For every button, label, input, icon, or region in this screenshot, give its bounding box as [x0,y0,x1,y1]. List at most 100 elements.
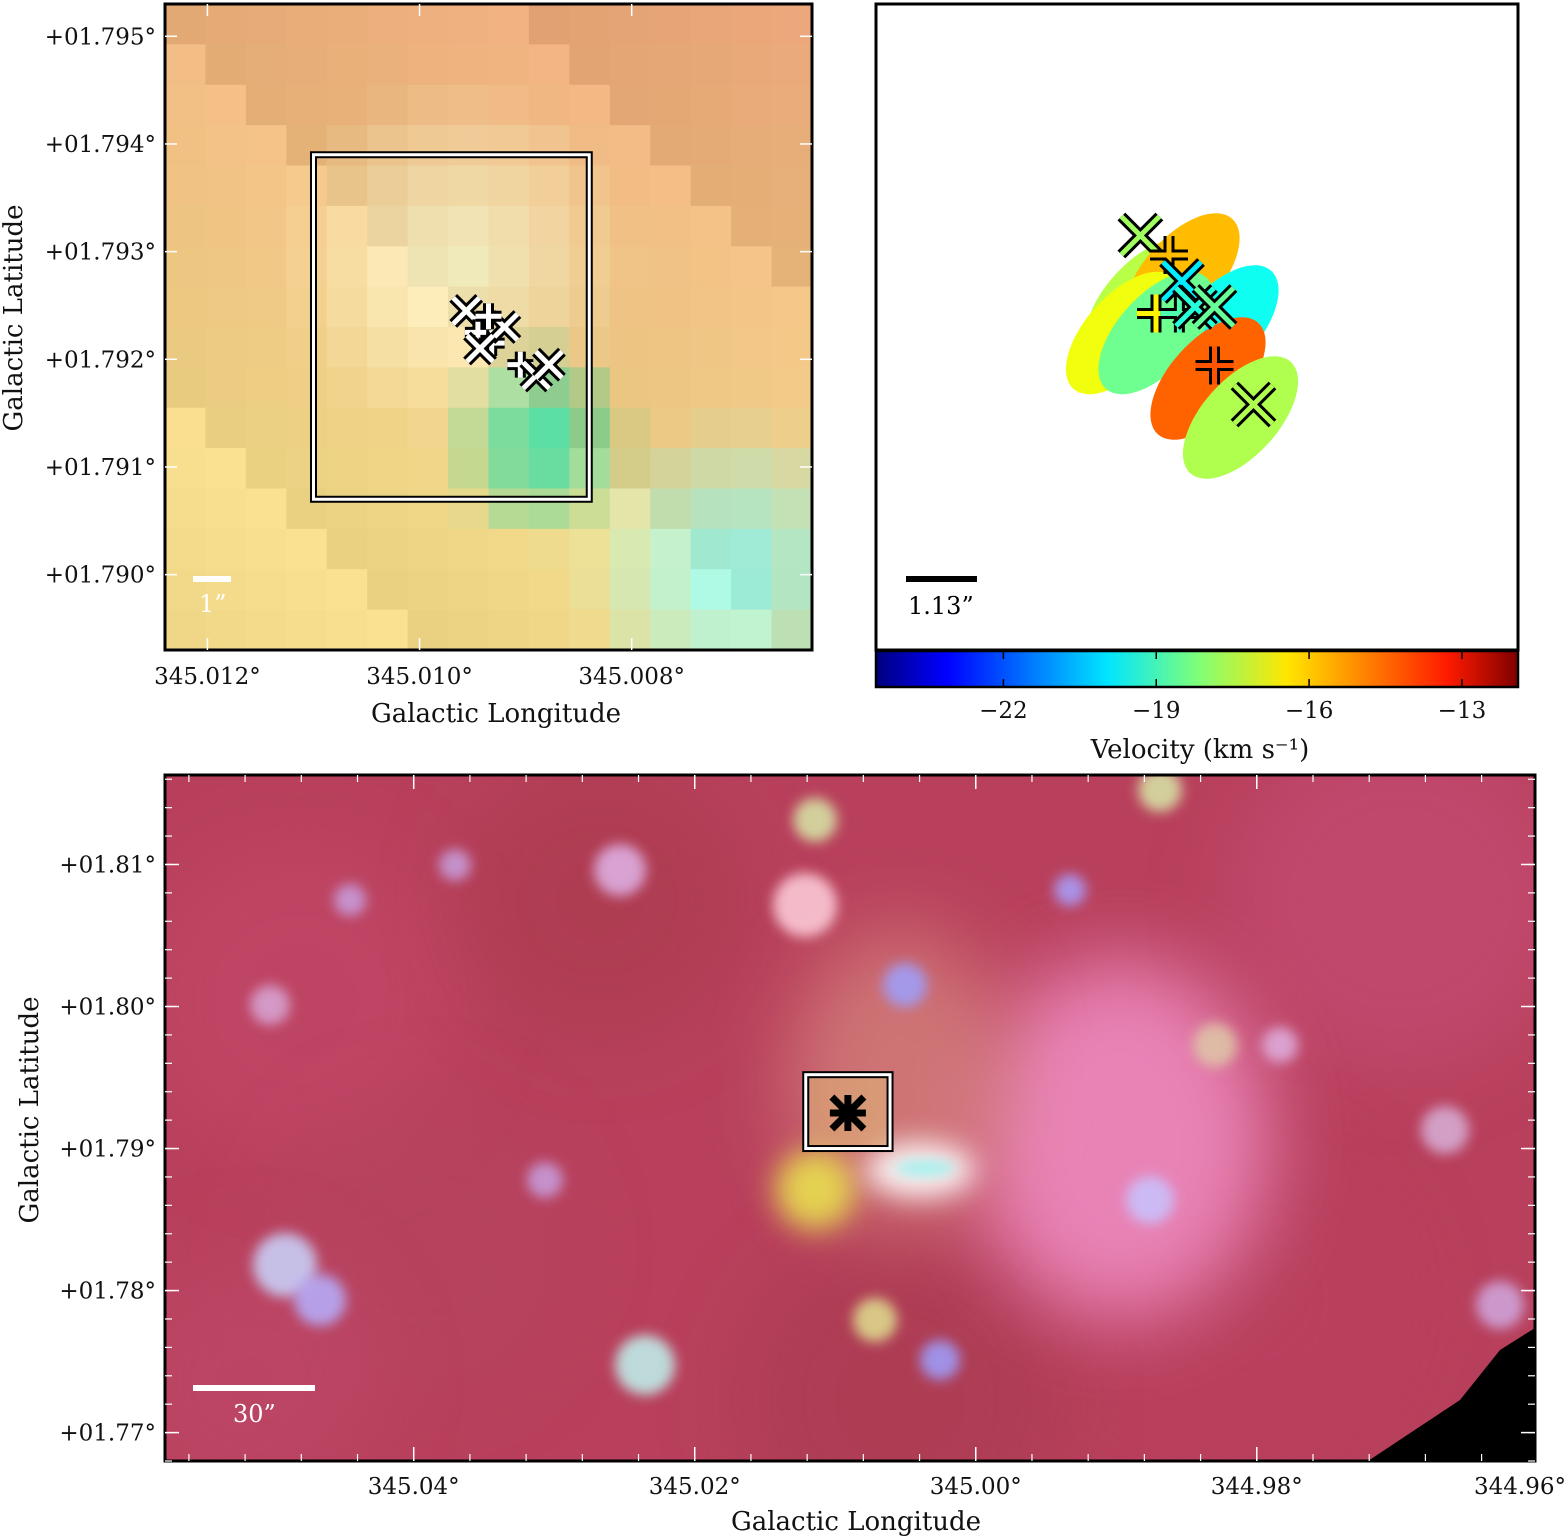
image-pixel [569,609,611,650]
source-ellipse [1150,317,1266,440]
panel-a-image [165,4,812,650]
image-pixel [488,528,530,570]
image-pixel [690,609,732,650]
image-pixel [488,246,530,288]
colorbar-label: Velocity (km s⁻¹) [1090,735,1309,765]
image-pixel [407,528,449,570]
image-pixel [448,84,490,126]
image-pixel [326,327,368,368]
image-pixel [205,448,247,490]
image-pixel [205,286,247,328]
panel-a-x-axis-label: Galactic Longitude [371,699,621,729]
panel-c-zoom-box [802,1071,894,1153]
image-pixel [650,327,692,368]
panel-c-ticks [165,775,1539,1462]
image-pixel [731,44,773,86]
image-pixel [731,528,773,570]
image-pixel [326,407,368,449]
image-pixel [528,407,570,449]
image-pixel [731,407,773,449]
image-pixel [245,44,287,86]
image-pixel [165,286,207,328]
image-pixel [488,165,530,207]
image-pixel [286,4,328,45]
image-pixel [650,407,692,449]
image-pixel [528,205,570,247]
image-pixel [609,44,651,86]
image-pixel [528,125,570,167]
star [1138,775,1182,812]
panel-a-ticks [165,4,812,650]
star [527,1162,563,1198]
image-pixel [326,609,368,650]
image-pixel [528,165,570,207]
image-pixel [731,609,773,650]
image-pixel [367,44,409,86]
image-pixel [205,488,247,530]
image-pixel [367,569,409,611]
image-pixel [650,528,692,570]
image-pixel [245,165,287,207]
panel-bottom: 30” 345.04° 345.02° 345.00° 344.98° 344.96° … [15,773,1566,1537]
image-pixel [407,165,449,207]
panel-c-scalebar-label: 30” [233,1400,276,1428]
image-pixel [488,125,530,167]
image-pixel [448,609,490,650]
y-tick-label: +01.793° [45,240,156,266]
image-pixel [165,4,207,45]
image-pixel [245,286,287,328]
star [439,849,471,881]
x-tick-label: 345.012° [154,664,261,690]
image-pixel [407,609,449,650]
image-pixel [609,609,651,650]
image-pixel [407,488,449,530]
image-pixel [367,367,409,409]
image-pixel [407,4,449,45]
image-pixel [731,84,773,126]
colorbar-tick-label: −19 [1132,698,1181,724]
image-pixel [407,367,449,409]
image-pixel [286,327,328,368]
image-pixel [650,84,692,126]
image-pixel [286,528,328,570]
colorbar-ticks: −22 −19 −16 −13 [979,651,1486,724]
image-pixel [205,84,247,126]
image-pixel [326,528,368,570]
marker-stroke [534,349,564,380]
image-pixel [367,84,409,126]
image-pixel [326,246,368,288]
emission-glow [970,960,1270,1320]
image-pixel [205,327,247,368]
image-pixel [245,125,287,167]
x-tick-label: 345.010° [366,664,473,690]
image-pixel [609,367,651,409]
image-pixel [690,488,732,530]
marker-stroke [1193,286,1236,328]
image-pixel [488,488,530,530]
panel-top-right: 1.13” −22 −19 −16 −13 Velocity (km s⁻¹) [874,2,1520,765]
star [853,1298,897,1342]
image-pixel [690,246,732,288]
image-pixel [609,246,651,288]
image-pixel [650,246,692,288]
image-pixel [690,205,732,247]
image-pixel [771,528,812,570]
marker-+ [475,303,502,330]
image-pixel [245,448,287,490]
image-pixel [286,407,328,449]
image-pixel [286,165,328,207]
image-pixel [731,569,773,611]
star [773,873,837,937]
image-pixel [165,84,207,126]
marker-stroke [451,296,481,326]
star [793,798,837,842]
image-pixel [165,125,207,167]
marker-stroke [465,333,495,364]
panel-c-y-axis-label: Galactic Latitude [15,997,45,1224]
image-pixel [367,246,409,288]
image-pixel [528,609,570,650]
image-pixel [448,125,490,167]
image-pixel [407,44,449,86]
image-pixel [569,569,611,611]
x-tick-label: 344.98° [1211,1474,1303,1500]
